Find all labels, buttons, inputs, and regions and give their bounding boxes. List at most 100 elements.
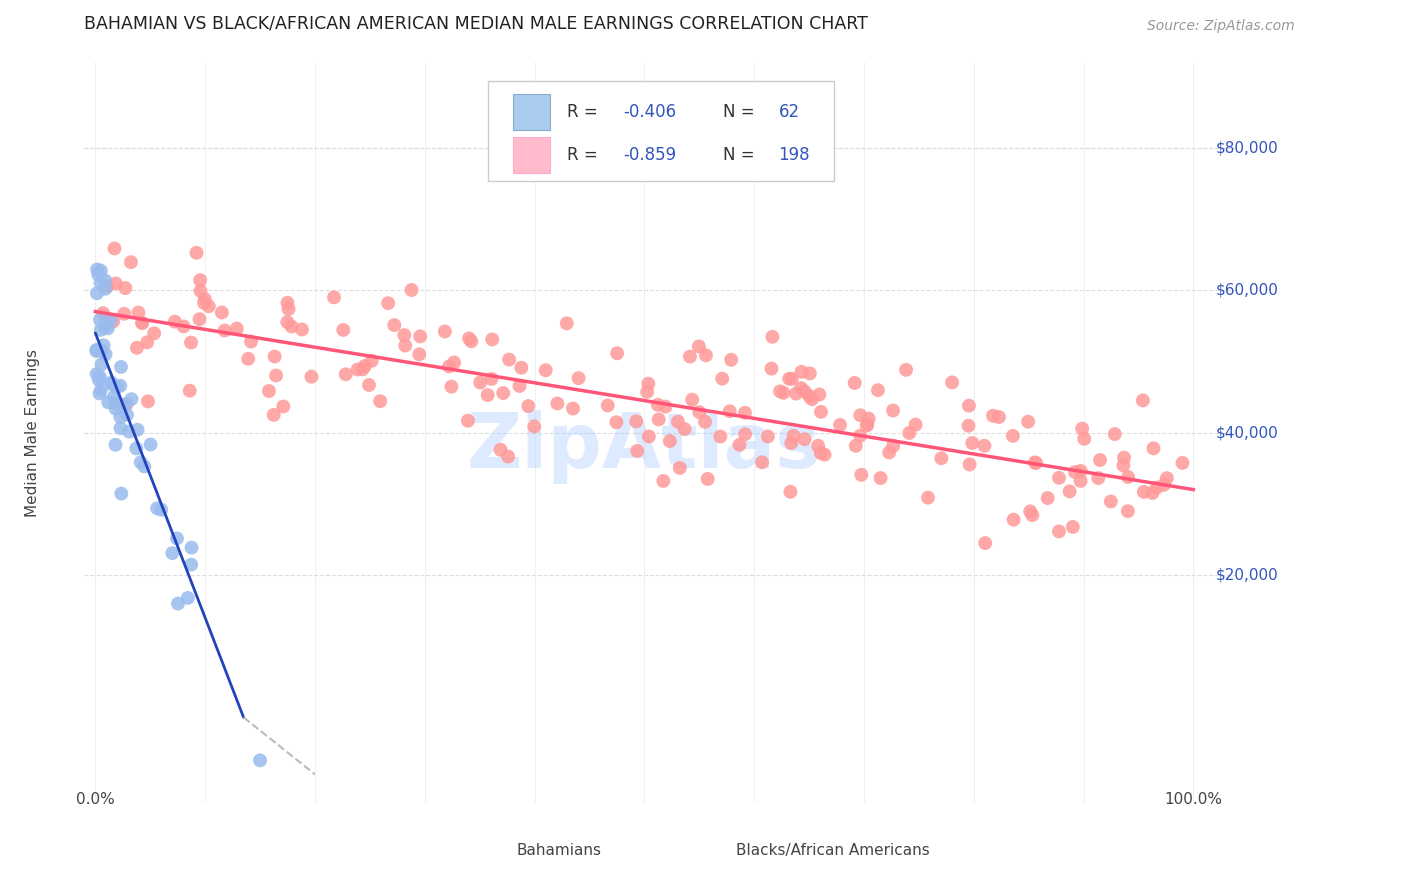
Point [778,372,800,386]
Point [849,429,872,443]
Point [114,397,136,411]
Point [496,450,519,464]
Point [112,307,135,321]
Point [91,306,114,320]
Text: 100.0%: 100.0% [1164,792,1222,807]
Point [957,418,980,433]
Point [481,372,503,386]
Point [89,312,111,326]
Point [277,301,299,316]
Text: $40,000: $40,000 [1215,425,1278,440]
Point [179,384,201,398]
Text: R =: R = [568,103,603,121]
Point [280,319,302,334]
Point [882,403,904,417]
Point [103,390,125,404]
Point [131,316,153,330]
Point [394,328,416,343]
Point [793,432,815,446]
Point [276,315,298,329]
Point [1062,520,1084,534]
Text: 198: 198 [779,146,810,164]
Point [1099,494,1122,508]
Point [90,343,112,358]
Point [828,417,851,432]
Point [799,367,821,381]
Point [104,396,127,410]
Point [131,316,153,330]
Point [636,384,658,399]
Text: $80,000: $80,000 [1215,140,1278,155]
Point [866,383,889,397]
Point [1001,429,1024,443]
Point [458,331,481,345]
Point [437,359,460,374]
Point [761,330,783,344]
Point [1047,524,1070,539]
Point [1171,456,1194,470]
Point [638,429,661,443]
Point [1070,474,1092,488]
Point [1146,481,1168,495]
Text: 0.0%: 0.0% [76,792,115,807]
Point [460,334,482,349]
Point [894,363,917,377]
Point [257,384,280,398]
Point [103,314,125,328]
FancyBboxPatch shape [683,835,724,867]
Point [121,392,143,406]
Point [1002,513,1025,527]
Point [125,341,148,355]
Point [115,408,138,422]
Point [110,378,132,392]
Point [658,434,681,448]
Point [125,442,148,456]
Point [332,323,354,337]
Text: Blacks/African Americans: Blacks/African Americans [735,844,929,858]
Point [136,335,159,350]
Point [89,386,111,401]
Point [1047,471,1070,485]
Point [720,352,742,367]
Point [1025,456,1047,470]
Point [86,344,108,359]
Point [100,313,122,327]
Point [90,358,112,372]
Point [90,323,112,337]
Point [167,597,190,611]
Point [626,443,648,458]
Point [1133,484,1156,499]
Point [276,295,298,310]
Point [489,442,512,457]
Point [264,368,287,383]
Text: -0.406: -0.406 [623,103,676,121]
Point [481,332,503,346]
Point [772,385,794,400]
Point [546,396,568,410]
Point [134,459,156,474]
Point [688,405,710,419]
Point [790,365,813,379]
Point [354,359,377,373]
Text: BAHAMIAN VS BLACK/AFRICAN AMERICAN MEDIAN MALE EARNINGS CORRELATION CHART: BAHAMIAN VS BLACK/AFRICAN AMERICAN MEDIA… [84,15,869,33]
Point [89,276,111,290]
Point [782,429,804,443]
Point [606,346,628,360]
Point [180,335,202,350]
Point [214,324,236,338]
Point [756,429,779,443]
Point [104,438,127,452]
Point [457,414,479,428]
Point [696,472,718,486]
Point [97,321,120,335]
Point [929,451,952,466]
Point [86,286,108,301]
Point [1112,458,1135,473]
Point [127,305,149,319]
Point [959,458,981,472]
Point [810,446,832,460]
Point [97,395,120,409]
Point [626,414,648,428]
Point [793,384,815,399]
Point [790,381,813,395]
